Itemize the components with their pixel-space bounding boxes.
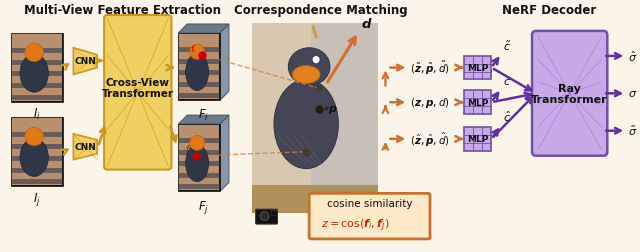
Bar <box>252 24 378 213</box>
Ellipse shape <box>274 80 339 169</box>
Bar <box>463 56 492 80</box>
Text: $\circ \boldsymbol{p}$: $\circ \boldsymbol{p}$ <box>322 104 339 116</box>
Circle shape <box>189 45 205 60</box>
Text: $\mathbf{\mathit{F}}_j$: $\mathbf{\mathit{F}}_j$ <box>198 199 209 215</box>
Text: $\mathbf{\mathit{F}}_i$: $\mathbf{\mathit{F}}_i$ <box>198 108 209 123</box>
Bar <box>179 34 220 101</box>
Text: CNN: CNN <box>74 57 96 66</box>
Polygon shape <box>74 134 97 160</box>
Polygon shape <box>220 116 229 192</box>
Text: Correspondence Matching: Correspondence Matching <box>234 4 408 17</box>
Bar <box>179 35 219 100</box>
Ellipse shape <box>292 66 320 84</box>
Polygon shape <box>179 116 229 124</box>
Text: $\mathbf{\mathit{I}}_j$: $\mathbf{\mathit{I}}_j$ <box>33 191 41 208</box>
Ellipse shape <box>20 139 49 177</box>
Polygon shape <box>74 49 97 75</box>
Ellipse shape <box>186 145 209 182</box>
FancyBboxPatch shape <box>255 209 278 224</box>
Text: Cross-View
Transformer: Cross-View Transformer <box>102 77 174 99</box>
Circle shape <box>189 136 205 151</box>
Text: $\tilde{c}$: $\tilde{c}$ <box>503 39 511 52</box>
Bar <box>463 91 492 115</box>
Text: NeRF Decoder: NeRF Decoder <box>502 4 596 17</box>
Ellipse shape <box>289 49 330 86</box>
Bar <box>252 186 378 213</box>
Text: $\boldsymbol{d}$: $\boldsymbol{d}$ <box>361 17 372 31</box>
Circle shape <box>312 56 320 64</box>
Text: Ray
Transformer: Ray Transformer <box>531 83 608 105</box>
Text: CNN: CNN <box>74 143 96 152</box>
Bar <box>179 125 219 191</box>
Text: $z = \cos(\boldsymbol{f}_i, \boldsymbol{f}_j)$: $z = \cos(\boldsymbol{f}_i, \boldsymbol{… <box>321 217 390 233</box>
Text: $f_j$: $f_j$ <box>185 144 191 157</box>
Text: MLP: MLP <box>467 135 488 144</box>
Polygon shape <box>179 25 229 34</box>
FancyBboxPatch shape <box>309 194 430 239</box>
Text: $\hat{\sigma}$: $\hat{\sigma}$ <box>628 49 637 64</box>
Bar <box>11 118 63 187</box>
Text: $(\hat{\boldsymbol{z}},\hat{\boldsymbol{p}},\hat{d})$: $(\hat{\boldsymbol{z}},\hat{\boldsymbol{… <box>410 130 450 148</box>
Bar <box>463 128 492 151</box>
Ellipse shape <box>186 54 209 91</box>
Circle shape <box>260 212 269 221</box>
FancyBboxPatch shape <box>104 16 172 170</box>
Bar <box>12 35 61 102</box>
Text: $\sigma$: $\sigma$ <box>628 89 637 99</box>
Ellipse shape <box>20 55 49 93</box>
Circle shape <box>25 44 44 62</box>
Circle shape <box>25 128 44 146</box>
Text: $(\tilde{\boldsymbol{z}},\tilde{\boldsymbol{p}},\tilde{d})$: $(\tilde{\boldsymbol{z}},\tilde{\boldsym… <box>410 60 450 77</box>
Text: $\hat{c}$: $\hat{c}$ <box>503 109 511 123</box>
Text: MLP: MLP <box>467 64 488 73</box>
Bar <box>311 24 378 213</box>
Text: MLP: MLP <box>467 98 488 107</box>
Text: Multi-View Feature Extraction: Multi-View Feature Extraction <box>24 4 221 17</box>
Text: $\mathbf{\mathit{I}}_i$: $\mathbf{\mathit{I}}_i$ <box>33 107 41 122</box>
Bar <box>271 210 278 215</box>
Text: $(\boldsymbol{z},\boldsymbol{p},d)$: $(\boldsymbol{z},\boldsymbol{p},d)$ <box>410 96 450 110</box>
Text: $c$: $c$ <box>503 77 511 87</box>
Text: $\tilde{\sigma}$: $\tilde{\sigma}$ <box>628 125 637 138</box>
FancyBboxPatch shape <box>532 32 607 156</box>
Bar <box>179 124 220 192</box>
Bar <box>11 34 63 103</box>
Text: $f_i$: $f_i$ <box>190 43 196 56</box>
Bar <box>12 119 61 186</box>
Polygon shape <box>220 25 229 101</box>
Text: cosine similarity: cosine similarity <box>327 199 412 208</box>
